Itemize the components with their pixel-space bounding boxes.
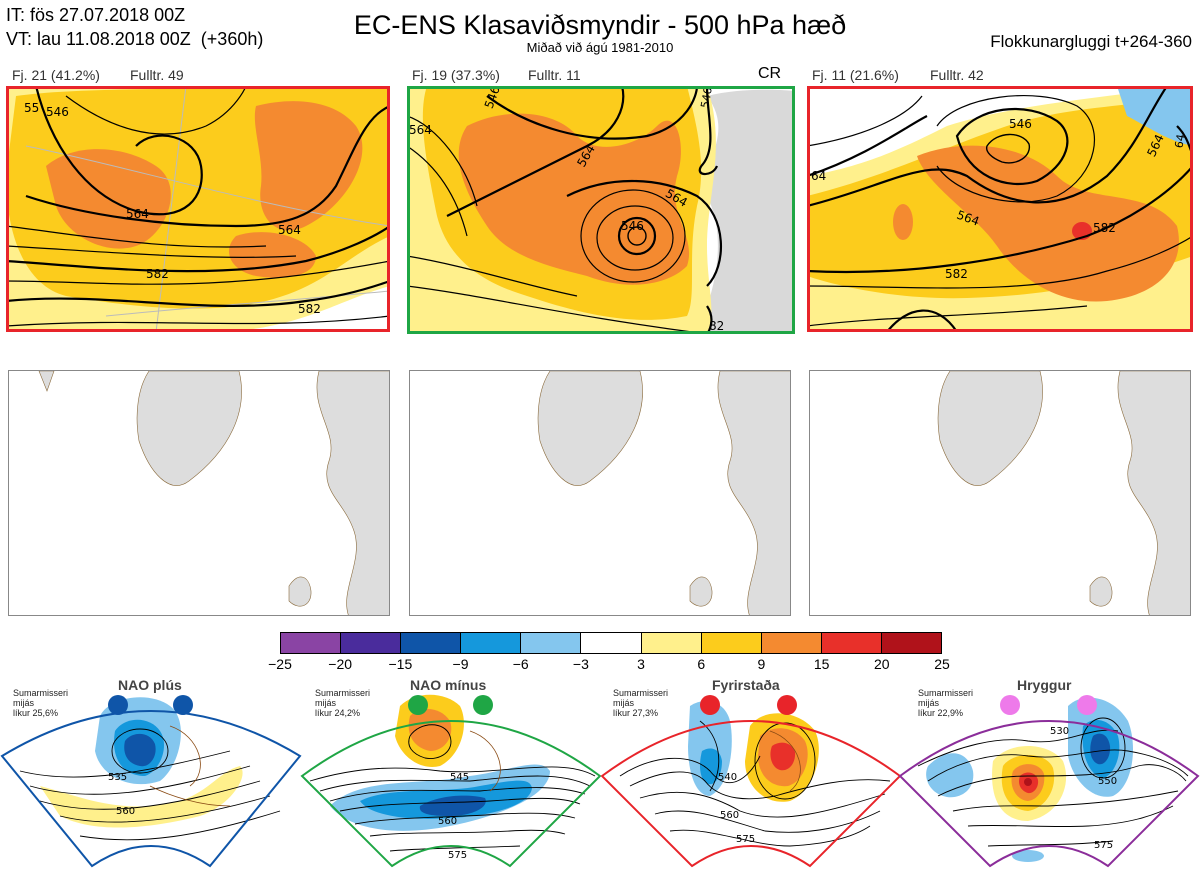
regime-contour-label: 550	[1098, 776, 1117, 787]
regime-4-season: Sumarmisseri	[918, 688, 974, 698]
issue-time: IT: fös 27.07.2018 00Z	[6, 5, 186, 25]
colorbar-tick-label: −9	[452, 656, 469, 672]
colorbar-swatch	[460, 633, 521, 653]
regime-contour-label: 540	[718, 772, 737, 783]
colorbar-swatch	[520, 633, 581, 653]
colorbar-tick-label: 9	[757, 656, 766, 672]
contour-label: 64	[811, 169, 826, 183]
regime-1-name: NAO plús	[118, 677, 182, 693]
colorbar-swatch	[760, 633, 821, 653]
regime-2-season: Sumarmisseri	[315, 688, 371, 698]
contour-label: 582	[298, 302, 321, 316]
cluster-3-frame	[807, 86, 1193, 332]
contour-label: 55	[24, 101, 39, 115]
colorbar-tick-label: −15	[388, 656, 413, 672]
colorbar-tick-label: 25	[934, 656, 950, 672]
colorbar-swatch	[820, 633, 881, 653]
regime-contour-label: 535	[108, 772, 127, 783]
valid-time: VT: lau 11.08.2018 00Z (+360h)	[6, 29, 264, 49]
regime-nao-minus: 545 560 575	[300, 676, 602, 871]
regime-contour-label: 545	[450, 772, 469, 783]
colorbar-swatch	[580, 633, 641, 653]
colorbar-swatch	[700, 633, 761, 653]
contour-label: 546	[621, 219, 644, 233]
cluster-3-map: 546 564 564 582 582 64 64	[807, 86, 1193, 332]
regime-contour-label: 575	[1094, 840, 1113, 851]
cluster-2-member: Fulltr. 11	[528, 67, 581, 83]
page-title: EC-ENS Klasaviðsmyndir - 500 hPa hæð	[353, 10, 847, 40]
base-map-2	[409, 370, 791, 616]
colorbar-swatch	[400, 633, 461, 653]
cluster-1-map: 55 546 564 564 582 582	[6, 86, 390, 332]
cluster-1-member: Fulltr. 49	[130, 67, 184, 83]
colorbar-swatch	[281, 633, 341, 653]
cluster-2-tag: CR	[758, 65, 782, 82]
regime-2-name: NAO mínus	[410, 677, 487, 693]
contour-label: 582	[146, 267, 169, 281]
contour-label: 564	[409, 123, 432, 137]
cluster-3-label: Fj. 11 (21.6%)	[812, 67, 899, 83]
regime-2-prob: líkur 24,2%	[315, 708, 361, 718]
classification-window: Flokkunargluggi t+264-360	[990, 32, 1192, 51]
contour-label: 64	[1172, 133, 1187, 149]
colorbar-swatch	[640, 633, 701, 653]
regime-4-prob: líkur 22,9%	[918, 708, 964, 718]
contour-label: 546	[698, 86, 714, 109]
cluster-3-member: Fulltr. 42	[930, 67, 984, 83]
colorbar-labels: −25 −20 −15 −9 −6 −3 3 6 9 15 20 25	[265, 656, 957, 674]
regime-contour-label: 575	[736, 834, 755, 845]
base-map-1	[8, 370, 390, 616]
colorbar-tick-label: −20	[328, 656, 353, 672]
colorbar	[280, 632, 942, 654]
regime-3-season: Sumarmisseri	[613, 688, 669, 698]
regime-3-note: mijás	[613, 698, 635, 708]
regime-contour-label: 560	[438, 816, 457, 827]
regime-ridge: 530 550 575	[898, 676, 1200, 871]
contour-label: 82	[709, 319, 724, 333]
cluster-1-frame	[6, 86, 390, 332]
colorbar-tick-label: 3	[637, 656, 645, 672]
cluster-1-label: Fj. 21 (41.2%)	[12, 67, 100, 83]
page-subtitle: Miðað við ágú 1981-2010	[526, 40, 674, 55]
contour-label: 582	[945, 267, 968, 281]
colorbar-swatch	[340, 633, 401, 653]
colorbar-swatch	[880, 633, 942, 653]
cluster-2-frame	[407, 86, 795, 334]
regime-4-note: mijás	[918, 698, 940, 708]
regime-contour-label: 530	[1050, 726, 1069, 737]
regime-1-note: mijás	[13, 698, 35, 708]
contour-label: 564	[126, 207, 149, 221]
contour-label: 546	[46, 105, 69, 119]
colorbar-tick-label: 20	[874, 656, 890, 672]
colorbar-tick-label: −25	[268, 656, 292, 672]
colorbar-tick-label: 6	[697, 656, 706, 672]
regime-nao-plus: 535 560	[0, 676, 302, 871]
regime-blocking: 540 560 575	[600, 676, 902, 871]
contour-label: 546	[1009, 117, 1032, 131]
cluster-2-label: Fj. 19 (37.3%)	[412, 67, 500, 83]
regime-contour-label: 560	[720, 810, 739, 821]
regime-3-name: Fyrirstaða	[712, 677, 780, 693]
colorbar-tick-label: −6	[512, 656, 529, 672]
regime-contour-label: 575	[448, 850, 467, 861]
contour-label: 582	[1093, 221, 1116, 235]
colorbar-tick-label: −3	[572, 656, 589, 672]
regime-contour-label: 560	[116, 806, 135, 817]
contour-label: 564	[278, 223, 301, 237]
base-map-3	[809, 370, 1191, 616]
cluster-2-map: 546 564 564 546 564 82 546	[407, 86, 795, 334]
colorbar-tick-label: 15	[813, 656, 830, 672]
regime-2-note: mijás	[315, 698, 337, 708]
regime-1-prob: líkur 25,6%	[13, 708, 59, 718]
regime-1-season: Sumarmisseri	[13, 688, 69, 698]
regime-4-name: Hryggur	[1017, 677, 1072, 693]
regime-3-prob: líkur 27,3%	[613, 708, 659, 718]
